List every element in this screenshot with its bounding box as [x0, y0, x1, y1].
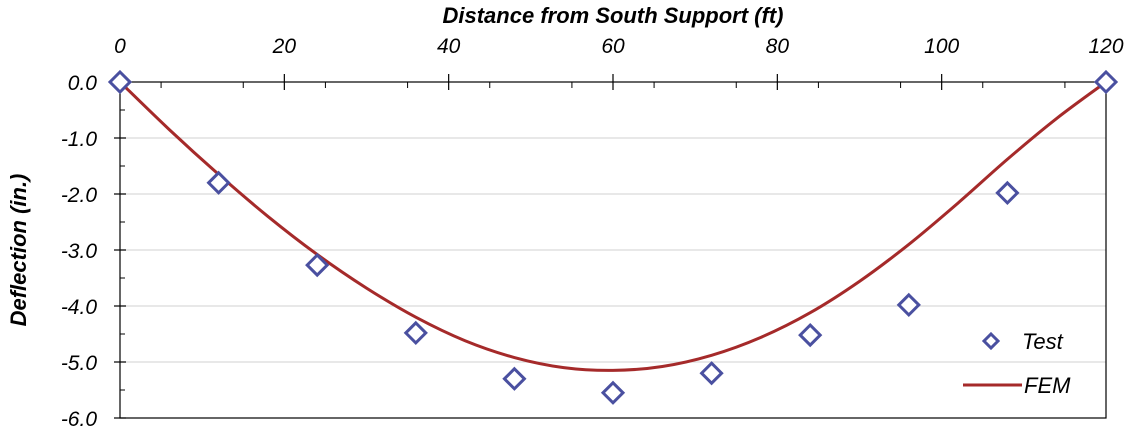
y-tick-label: -5.0	[61, 352, 98, 375]
legend-label-test: Test	[1022, 329, 1064, 354]
y-tick-label: -3.0	[61, 240, 98, 263]
data-point-test	[206, 170, 231, 195]
legend-label-fem: FEM	[1024, 373, 1071, 398]
legend: Test FEM	[963, 329, 1071, 398]
data-point-test	[1093, 69, 1119, 95]
data-point-test	[798, 322, 823, 348]
x-tick-label: 0	[114, 35, 126, 58]
series-line-fem	[118, 80, 1107, 372]
y-tick-label: 0.0	[68, 72, 98, 95]
y-tick-label: -1.0	[61, 128, 98, 151]
x-tick-label: 60	[601, 35, 625, 58]
data-point-test	[403, 320, 428, 346]
x-tick-label: 100	[924, 35, 959, 58]
legend-marker-test	[981, 331, 1001, 351]
x-tick-label: 20	[272, 35, 297, 58]
x-axis-title: Distance from South Support (ft)	[443, 3, 784, 28]
data-point-test	[305, 252, 330, 278]
data-point-test	[995, 180, 1020, 206]
y-tick-label: -2.0	[61, 184, 98, 207]
data-point-test	[600, 380, 626, 405]
y-axis-title: Deflection (in.)	[6, 174, 31, 327]
data-point-test	[107, 69, 133, 95]
x-tick-label: 120	[1088, 35, 1123, 58]
y-tick-label: -6.0	[61, 408, 98, 431]
y-tick-label: -4.0	[61, 296, 98, 319]
x-tick-label: 80	[766, 35, 790, 58]
axis-ticks: 0 20 40 60 80 100 120 0.0 -1.0 -2.0 -3.0 -4.0 -5.0 -6…	[61, 35, 1124, 431]
gridlines	[120, 137, 1106, 363]
x-tick-label: 40	[437, 35, 461, 58]
data-point-test	[699, 361, 724, 386]
series	[107, 69, 1119, 405]
data-point-test	[896, 292, 921, 318]
data-point-test	[502, 366, 527, 391]
